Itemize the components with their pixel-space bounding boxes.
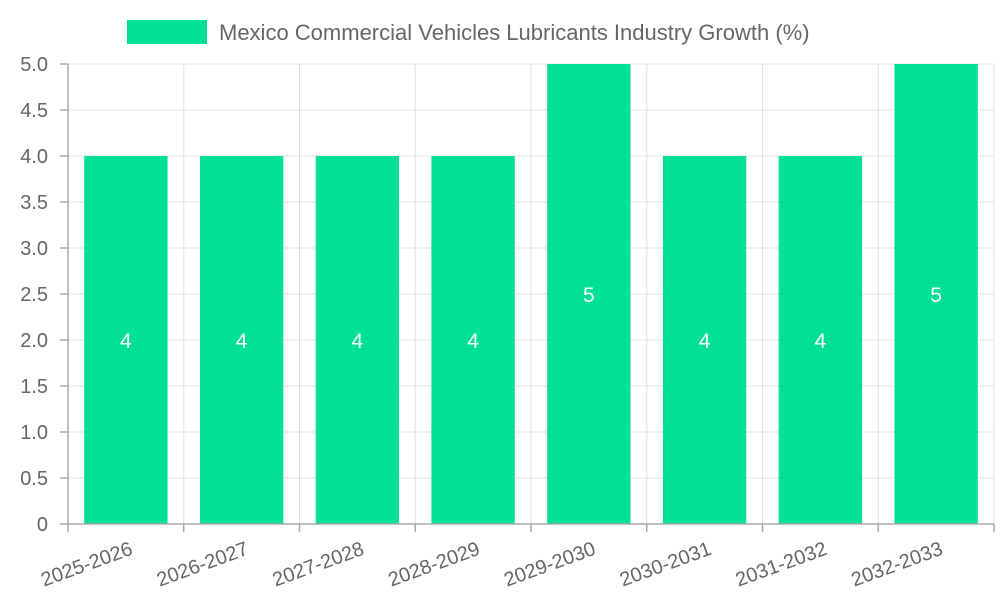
bar[interactable]: [662, 156, 747, 524]
y-tick-label: 2.5: [20, 284, 48, 306]
x-tick-label: 2031-2032: [733, 538, 830, 591]
bar-value-label: 4: [699, 330, 711, 353]
bar-value-label: 4: [120, 330, 132, 353]
legend-swatch: [127, 20, 207, 44]
x-tick-label: 2025-2026: [38, 538, 135, 591]
legend[interactable]: Mexico Commercial Vehicles Lubricants In…: [127, 20, 810, 45]
bar[interactable]: [778, 156, 863, 524]
x-tick-label: 2032-2033: [848, 538, 945, 591]
data-labels: 4 4 4 4 5 4 4 5: [120, 284, 942, 353]
y-tick-label: 4.0: [20, 146, 48, 168]
bars: [84, 64, 978, 524]
y-tick-label: 0.5: [20, 468, 48, 490]
x-tick-label: 2030-2031: [617, 538, 714, 591]
x-tick-label: 2026-2027: [154, 538, 251, 591]
y-tick-label: 3.0: [20, 238, 48, 260]
y-tick-label: 5.0: [20, 54, 48, 76]
legend-label: Mexico Commercial Vehicles Lubricants In…: [219, 20, 810, 45]
bar-value-label: 4: [467, 330, 479, 353]
bar-value-label: 4: [352, 330, 364, 353]
x-tick-label: 2027-2028: [270, 538, 367, 591]
bar-value-label: 4: [815, 330, 827, 353]
bar[interactable]: [315, 156, 400, 524]
bar-value-label: 5: [930, 284, 942, 307]
bar[interactable]: [199, 156, 284, 524]
bar-value-label: 5: [583, 284, 595, 307]
y-tick-label: 2.0: [20, 330, 48, 352]
bar-value-label: 4: [236, 330, 248, 353]
bar[interactable]: [894, 64, 978, 524]
y-tick-label: 4.5: [20, 100, 48, 122]
y-tick-label: 1.5: [20, 376, 48, 398]
x-tick-label: 2029-2030: [501, 538, 598, 591]
y-tick-label: 1.0: [20, 422, 48, 444]
x-tick-label: 2028-2029: [385, 538, 482, 591]
bar[interactable]: [547, 64, 631, 524]
bar[interactable]: [431, 156, 515, 524]
bar[interactable]: [84, 156, 168, 524]
y-tick-label: 3.5: [20, 192, 48, 214]
y-tick-label: 0: [37, 514, 48, 536]
